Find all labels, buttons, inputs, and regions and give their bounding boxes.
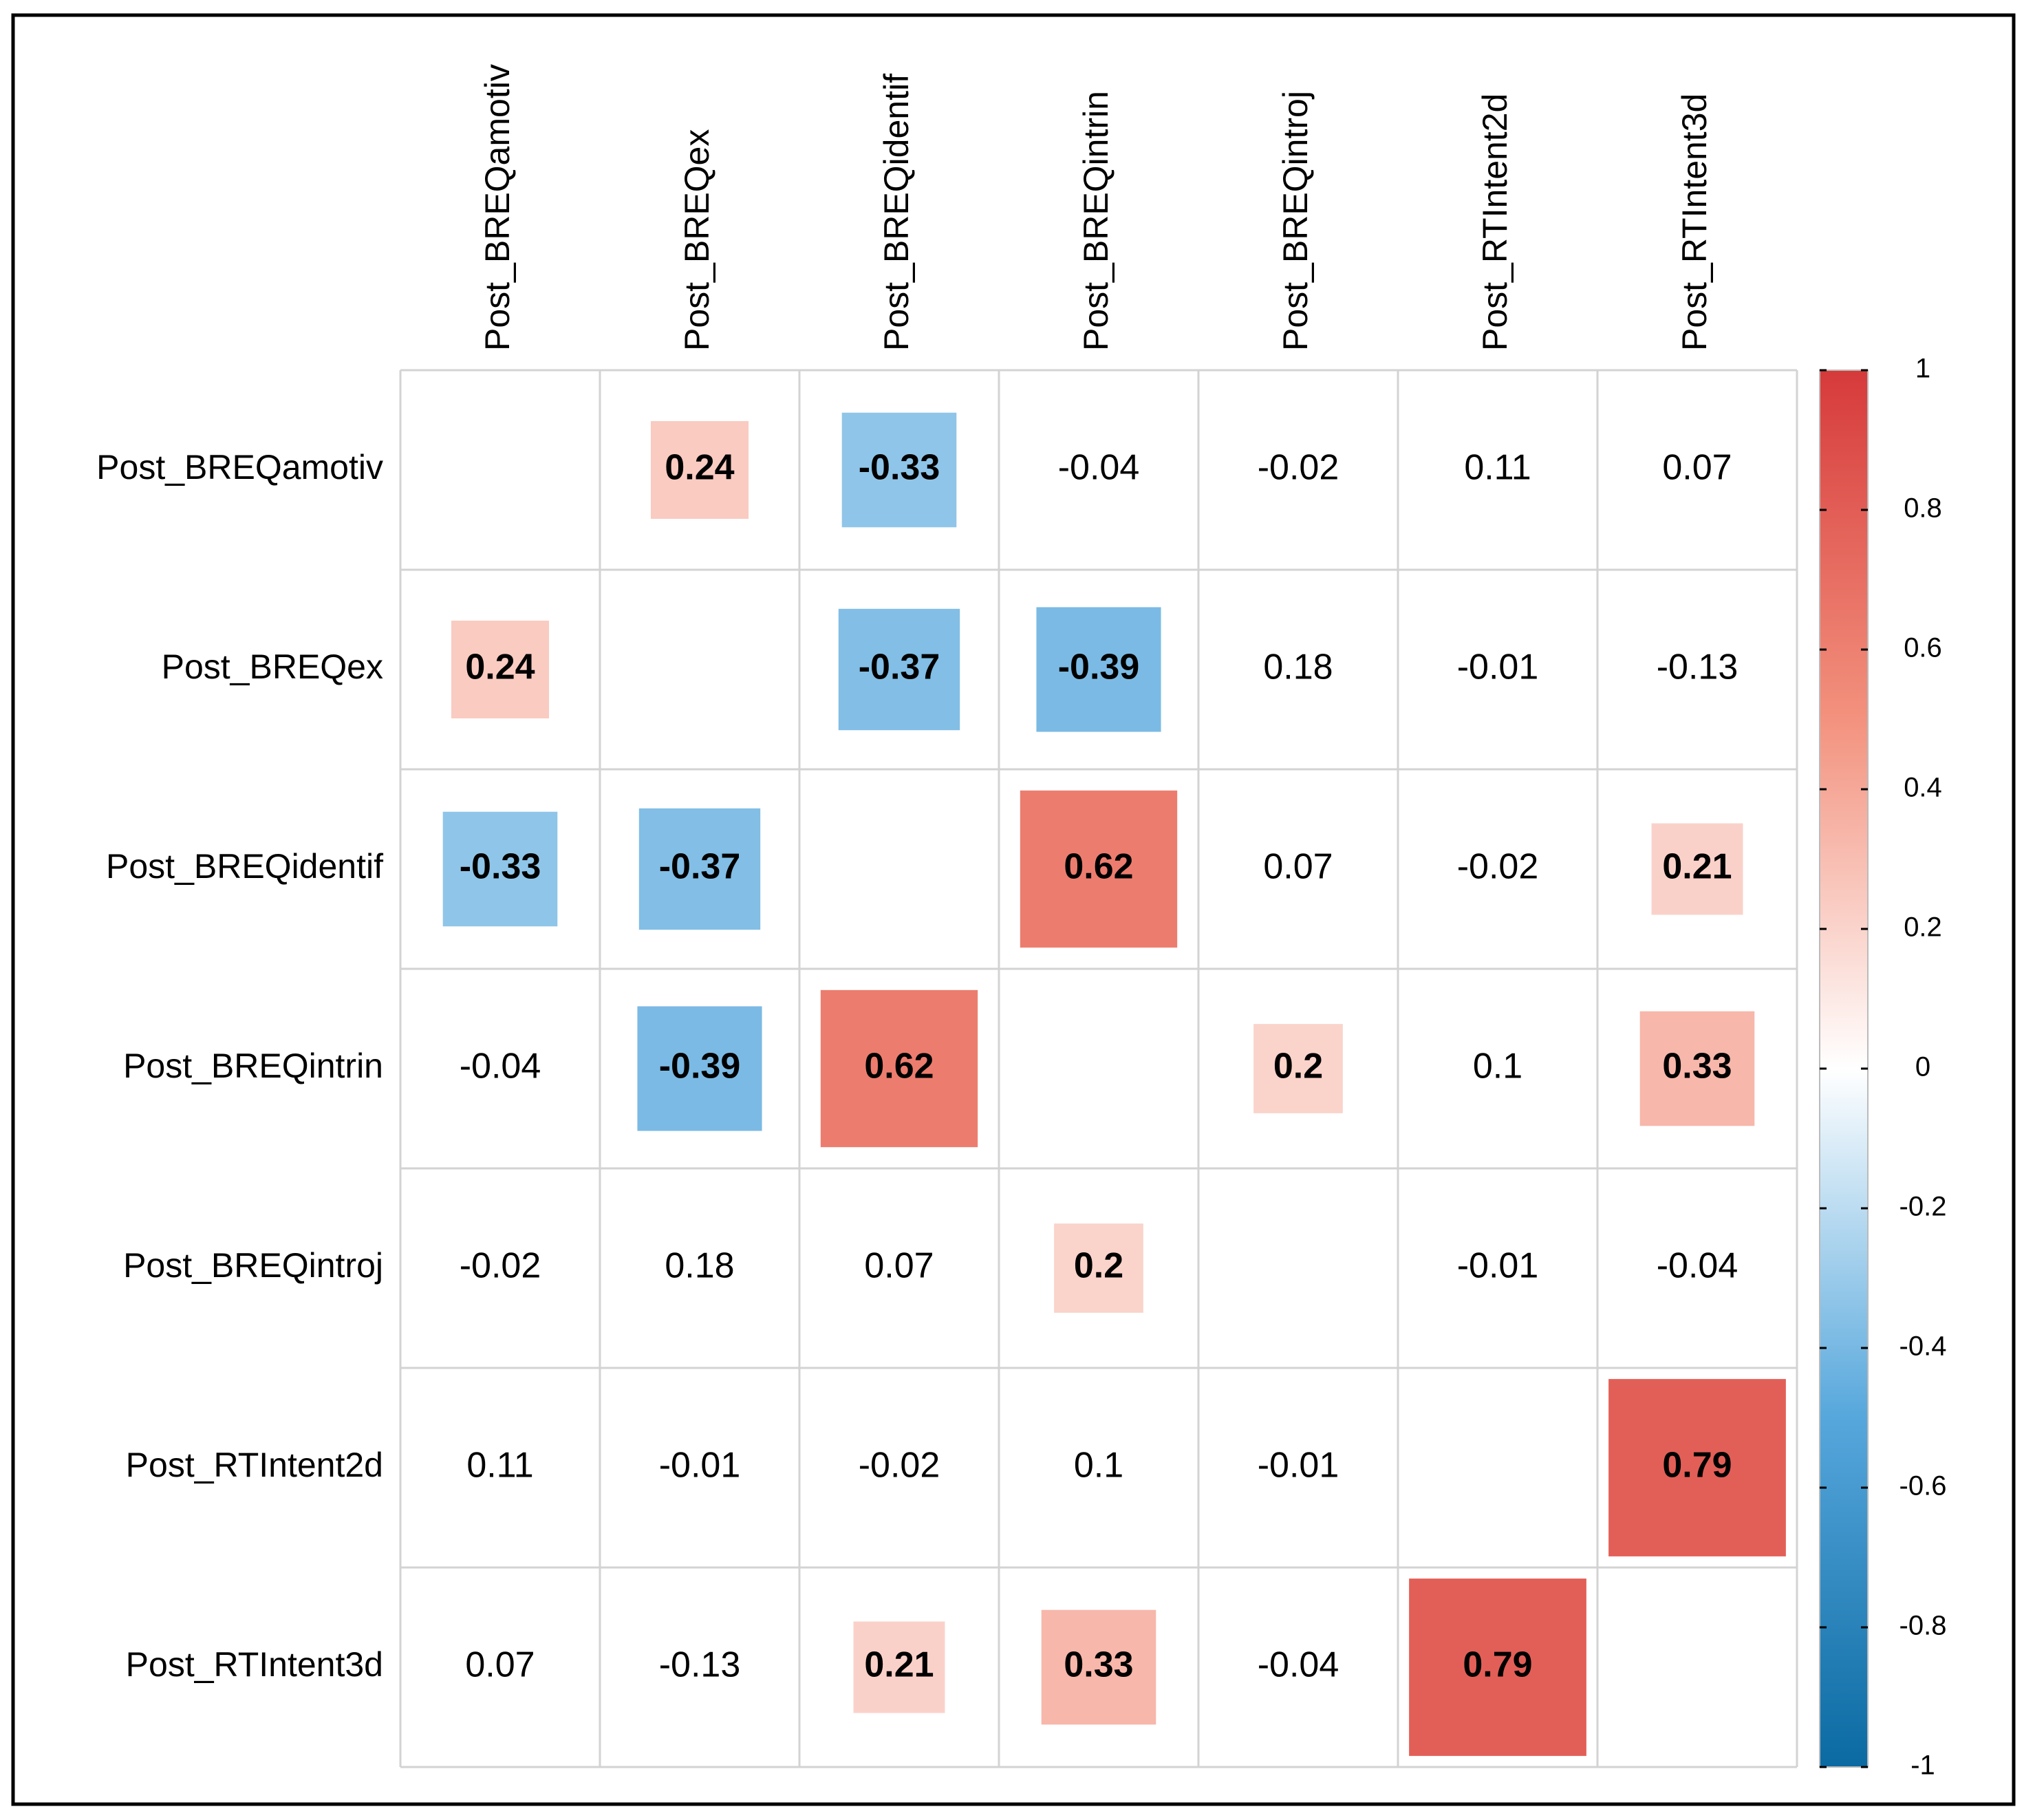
- corr-value: -0.04: [1058, 448, 1140, 488]
- corr-value: 0.62: [864, 1047, 934, 1086]
- row-label: Post_RTIntent3d: [126, 1645, 383, 1684]
- corr-value: -0.39: [659, 1047, 741, 1086]
- colorbar-tick-label: -0.4: [1899, 1331, 1947, 1362]
- colorbar-tick-label: 0.4: [1904, 773, 1942, 803]
- corr-value: 0.07: [465, 1645, 535, 1685]
- colorbar-tick-label: 0.8: [1904, 493, 1942, 524]
- corr-square: [1639, 1011, 1755, 1126]
- corr-square: [1041, 1609, 1156, 1725]
- row-label: Post_BREQex: [162, 647, 383, 686]
- corr-value: 0.07: [1263, 847, 1333, 887]
- corr-value: 0.11: [1464, 448, 1531, 488]
- corr-square: [1253, 1024, 1343, 1113]
- column-label: Post_BREQintroj: [1276, 91, 1315, 351]
- corr-value: -0.01: [1258, 1446, 1339, 1486]
- corr-value: 0.2: [1273, 1047, 1323, 1086]
- corr-square: [1608, 1379, 1786, 1556]
- corr-value: -0.02: [859, 1446, 940, 1486]
- corr-value: -0.02: [1258, 448, 1339, 488]
- corr-square: [820, 989, 978, 1148]
- corr-value: -0.01: [1457, 1246, 1539, 1286]
- corr-value: -0.02: [1457, 847, 1539, 887]
- row-label: Post_BREQintroj: [123, 1246, 383, 1285]
- corr-value: -0.04: [460, 1047, 541, 1086]
- corr-value: -0.02: [460, 1246, 541, 1286]
- corr-square: [1054, 1223, 1143, 1313]
- corr-square: [1036, 607, 1161, 732]
- column-label: Post_RTIntent2d: [1476, 94, 1514, 351]
- corr-value: -0.37: [659, 847, 741, 887]
- colorbar-tick-label: -0.8: [1899, 1611, 1947, 1641]
- row-label: Post_BREQamotiv: [96, 448, 383, 486]
- row-label: Post_RTIntent2d: [126, 1446, 383, 1484]
- corr-value: -0.04: [1657, 1246, 1738, 1286]
- corr-square: [1409, 1578, 1586, 1756]
- colorbar-tick-label: -1: [1910, 1751, 1935, 1781]
- corr-value: 0.18: [665, 1246, 734, 1286]
- corr-square: [841, 412, 957, 528]
- colorbar-tick-label: 0.6: [1904, 633, 1942, 663]
- corr-value: -0.13: [1657, 647, 1738, 687]
- corr-value: 0.21: [864, 1645, 934, 1685]
- corr-value: 0.07: [864, 1246, 934, 1286]
- corr-value: -0.01: [1457, 647, 1539, 687]
- corr-square: [853, 1621, 945, 1713]
- column-label: Post_BREQidentif: [877, 74, 916, 351]
- row-label: Post_BREQintrin: [123, 1047, 383, 1085]
- corr-value: 0.24: [465, 647, 535, 687]
- corr-value: 0.11: [466, 1446, 533, 1486]
- colorbar: [1819, 370, 1869, 1768]
- corr-square: [1651, 823, 1743, 915]
- corr-square: [638, 808, 761, 930]
- corr-value: -0.33: [460, 847, 541, 887]
- corr-value: 0.62: [1064, 847, 1133, 887]
- corr-value: 0.1: [1074, 1446, 1123, 1486]
- corr-value: 0.33: [1064, 1645, 1133, 1685]
- corr-square: [1020, 790, 1178, 948]
- corr-value: 0.07: [1662, 448, 1732, 488]
- column-label: Post_RTIntent3d: [1675, 94, 1714, 351]
- corr-value: -0.33: [859, 448, 940, 488]
- corr-value: -0.37: [859, 647, 940, 687]
- corr-square: [650, 420, 749, 520]
- colorbar-tick-label: -0.2: [1899, 1192, 1947, 1222]
- colorbar-tick-label: 0.2: [1904, 912, 1942, 943]
- corr-value: -0.04: [1258, 1645, 1339, 1685]
- colorbar-tick-label: 0: [1915, 1052, 1930, 1082]
- corr-square: [442, 811, 558, 927]
- colorbar-tick-label: 1: [1915, 354, 1930, 384]
- corr-value: 0.21: [1662, 847, 1732, 887]
- corr-square: [451, 620, 550, 719]
- colorbar-tick-label: -0.6: [1899, 1471, 1947, 1501]
- corr-value: 0.1: [1473, 1047, 1522, 1086]
- corr-value: -0.13: [659, 1645, 741, 1685]
- corr-value: 0.79: [1662, 1446, 1732, 1486]
- column-label: Post_BREQintrin: [1077, 91, 1115, 351]
- column-label: Post_BREQex: [678, 129, 716, 351]
- corr-value: 0.79: [1463, 1645, 1532, 1685]
- corr-square: [838, 608, 960, 731]
- corr-value: -0.01: [659, 1446, 741, 1486]
- corr-value: 0.2: [1074, 1246, 1123, 1286]
- corr-value: 0.24: [665, 448, 734, 488]
- corr-square: [637, 1006, 762, 1131]
- corr-value: 0.18: [1263, 647, 1333, 687]
- column-label: Post_BREQamotiv: [478, 64, 517, 351]
- corr-value: 0.33: [1662, 1047, 1732, 1086]
- corr-value: -0.39: [1058, 647, 1140, 687]
- row-label: Post_BREQidentif: [106, 847, 383, 886]
